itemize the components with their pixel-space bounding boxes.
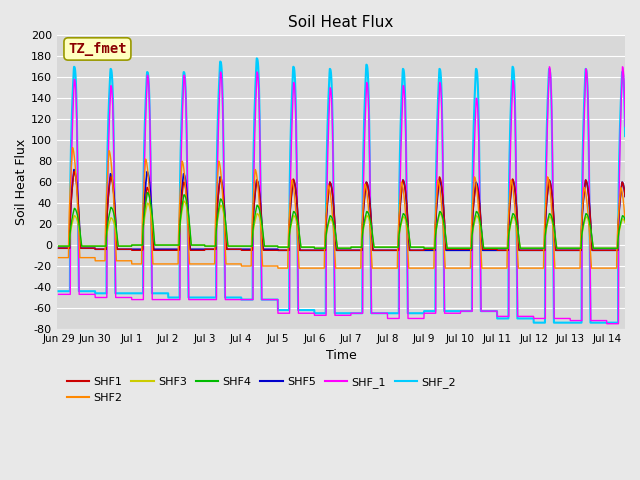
SHF3 [310,245,318,251]
SHF3 [515,238,523,244]
SHF3 [180,198,188,204]
SHF4 [146,194,154,200]
SHF_1 [55,291,63,297]
SHF2 [212,216,220,222]
SHF_1 [603,321,611,326]
SHF_2 [639,320,640,325]
SHF4 [125,243,132,249]
SHF5 [274,247,282,253]
SHF1 [212,246,220,252]
Legend: SHF1, SHF2, SHF3, SHF4, SHF5, SHF_1, SHF_2: SHF1, SHF2, SHF3, SHF4, SHF5, SHF_1, SHF… [62,372,461,407]
SHF_1 [515,313,523,319]
SHF3 [125,243,132,249]
SHF_2 [530,320,538,325]
SHF2 [107,158,115,164]
SHF4 [515,237,523,243]
X-axis label: Time: Time [326,349,356,362]
SHF_1 [107,83,115,88]
SHF_1 [125,295,132,300]
SHF1 [107,174,115,180]
SHF2 [515,265,523,271]
Line: SHF4: SHF4 [59,192,640,248]
SHF5 [146,180,154,185]
SHF3 [107,215,115,221]
SHF_2 [253,56,260,61]
SHF1 [146,194,154,200]
SHF_2 [55,288,63,294]
SHF2 [146,191,154,196]
SHF3 [212,243,220,249]
SHF1 [128,247,136,253]
SHF4 [310,245,318,251]
SHF_1 [145,98,153,104]
SHF4 [107,204,115,210]
SHF5 [639,247,640,253]
Title: Soil Heat Flux: Soil Heat Flux [288,15,394,30]
SHF1 [639,247,640,253]
SHF_1 [212,297,220,302]
SHF1 [205,246,213,252]
SHF4 [55,243,63,249]
SHF_2 [515,315,523,321]
SHF1 [70,169,78,175]
SHF2 [68,144,76,150]
SHF5 [55,245,63,251]
SHF5 [125,246,132,252]
SHF4 [205,243,213,249]
Text: TZ_fmet: TZ_fmet [68,42,127,56]
SHF2 [55,255,63,261]
SHF3 [145,204,153,209]
SHF_2 [205,295,213,300]
SHF5 [70,167,78,172]
SHF5 [107,171,115,177]
SHF1 [515,247,523,253]
SHF_1 [545,64,553,70]
Line: SHF5: SHF5 [59,169,640,250]
Line: SHF1: SHF1 [59,172,640,250]
SHF_1 [639,321,640,326]
SHF3 [205,243,213,249]
SHF2 [274,265,282,271]
SHF_1 [205,297,213,302]
SHF5 [515,247,523,253]
SHF2 [125,258,132,264]
SHF_2 [107,66,115,72]
SHF1 [55,245,63,251]
Line: SHF_1: SHF_1 [59,67,640,324]
SHF1 [125,246,132,252]
SHF2 [639,265,640,271]
Line: SHF2: SHF2 [59,147,640,268]
SHF_2 [212,295,220,300]
SHF4 [212,243,220,249]
SHF3 [55,243,63,249]
SHF5 [212,246,220,252]
SHF2 [205,261,213,267]
SHF4 [639,245,640,251]
SHF5 [205,246,213,252]
Line: SHF_2: SHF_2 [59,59,640,323]
Y-axis label: Soil Heat Flux: Soil Heat Flux [15,139,28,225]
SHF_2 [125,290,132,296]
SHF3 [639,245,640,251]
SHF4 [143,190,151,195]
SHF_2 [145,97,153,103]
Line: SHF3: SHF3 [59,201,640,248]
